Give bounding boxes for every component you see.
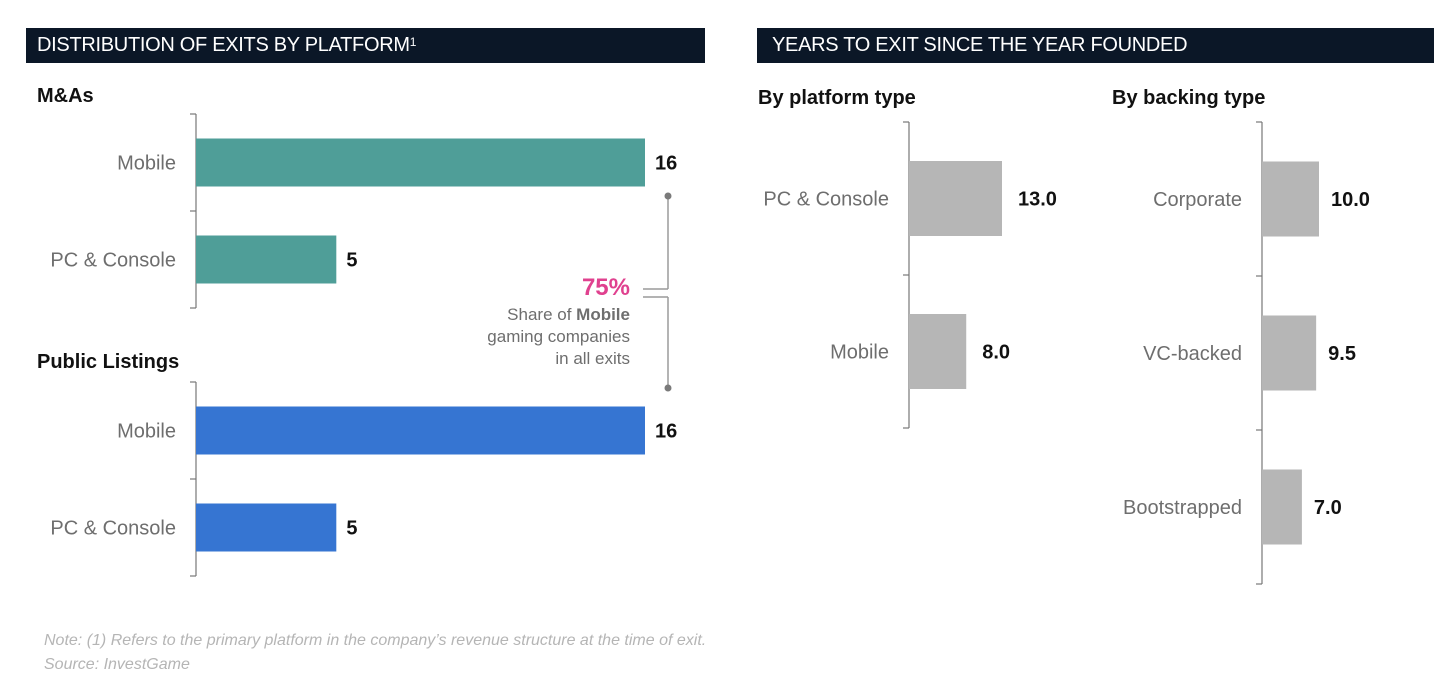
callout-line-2: gaming companies: [487, 327, 630, 346]
right-panel-title: YEARS TO EXIT SINCE THE YEAR FOUNDED: [757, 28, 1434, 63]
chart-2-category-label: Mobile: [117, 421, 176, 443]
chart-3-value-label: 8.0: [982, 342, 1010, 364]
chart-4-bar: [1262, 161, 1319, 237]
chart-2-bar: [196, 503, 337, 552]
chart-2-bar: [196, 406, 645, 455]
chart-1-bar: [196, 235, 337, 284]
chart-3-value-label: 13.0: [1018, 189, 1057, 211]
callout-line-1-prefix: Share of: [507, 305, 576, 324]
chart-4-bar: [1262, 315, 1317, 391]
chart-3-bar: [909, 314, 967, 389]
chart-2-category-label: PC & Console: [50, 518, 176, 540]
chart-1-value-label: 16: [655, 153, 677, 175]
chart-4-title: By backing type: [1112, 87, 1265, 109]
footnote-marker: 1: [409, 35, 417, 49]
callout-line-1-bold: Mobile: [576, 305, 630, 324]
chart-3-category-label: PC & Console: [763, 189, 889, 211]
chart-4-category-label: Corporate: [1153, 189, 1242, 211]
chart-3-bar: [909, 161, 1002, 236]
left-panel-title: DISTRIBUTION OF EXITS BY PLATFORM1: [26, 28, 705, 63]
chart-2-value-label: 5: [346, 518, 357, 540]
chart-4-value-label: 10.0: [1331, 189, 1370, 211]
callout-value: 75%: [582, 274, 630, 301]
callout-bracket-dot-top: [664, 192, 672, 200]
left-panel-title-text: DISTRIBUTION OF EXITS BY PLATFORM: [37, 34, 410, 56]
chart-4-category-label: Bootstrapped: [1123, 497, 1242, 519]
footnote-source: Source: InvestGame: [44, 656, 190, 673]
chart-3-title: By platform type: [758, 87, 916, 109]
callout-line-1: Share of Mobile: [507, 305, 630, 324]
chart-1-title: M&As: [37, 85, 94, 107]
chart-4-value-label: 7.0: [1314, 497, 1342, 519]
chart-1-category-label: PC & Console: [50, 250, 176, 272]
chart-4-value-label: 9.5: [1328, 343, 1356, 365]
callout-line-3: in all exits: [555, 349, 630, 368]
chart-1-bar: [196, 138, 645, 187]
chart-3-category-label: Mobile: [830, 342, 889, 364]
chart-4-category-label: VC-backed: [1143, 343, 1242, 365]
chart-1-category-label: Mobile: [117, 153, 176, 175]
footnote-note: Note: (1) Refers to the primary platform…: [44, 632, 707, 649]
chart-1-value-label: 5: [346, 250, 357, 272]
callout-bracket-dot-bottom: [664, 384, 672, 392]
chart-4-bar: [1262, 469, 1302, 545]
chart-2-value-label: 16: [655, 421, 677, 443]
chart-2-title: Public Listings: [37, 351, 179, 373]
